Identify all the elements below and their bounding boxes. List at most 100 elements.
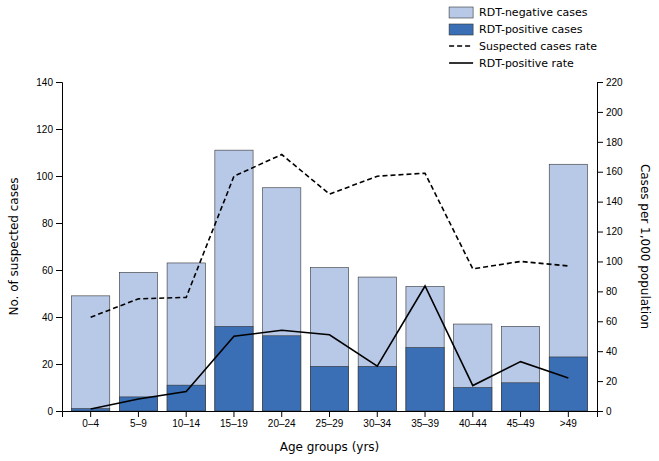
y2-axis: 0 20 40 60 80 100 120 140 160 180 200 220: [597, 77, 623, 417]
x-tick: 25–29: [316, 411, 344, 429]
y-axis-tick-label: 140: [36, 77, 53, 88]
bar: [454, 388, 492, 412]
y-axis-tick: 0: [47, 406, 62, 417]
y-axis-tick-label: 0: [47, 406, 53, 417]
x-tick-label: 20–24: [268, 418, 296, 429]
line: [91, 155, 569, 318]
y2-axis-tick-label: 120: [606, 226, 623, 237]
x-tick-mark: [233, 411, 234, 417]
y2-axis-tick-mark: [597, 291, 603, 292]
bar: [406, 286, 444, 411]
y-axis-tick-label: 80: [42, 218, 54, 229]
bar: [72, 296, 110, 411]
x-tick: 5–9: [130, 411, 147, 429]
y2-axis-tick-label: 200: [606, 107, 623, 118]
plot-area: [72, 150, 588, 411]
y-axis-tick: 100: [36, 171, 62, 182]
legend-swatch: [449, 24, 473, 35]
bar: [215, 326, 253, 411]
y2-axis-tick-mark: [597, 112, 603, 113]
bar: [167, 263, 205, 411]
y2-axis-tick: 120: [597, 226, 623, 237]
bar: [310, 366, 348, 411]
x-tick-mark: [425, 411, 426, 417]
x-tick: 0–4: [82, 411, 99, 429]
legend-item: RDT-positive cases: [449, 23, 583, 36]
bar: [310, 268, 348, 411]
y2-axis-tick-mark: [597, 261, 603, 262]
y-axis-tick-label: 100: [36, 171, 53, 182]
bar: [501, 383, 539, 411]
y2-axis-tick-label: 0: [606, 406, 612, 417]
x-axis: 0–45–910–1415–1920–2425–2930–3435–3940–4…: [63, 411, 598, 429]
legend-swatch: [449, 62, 473, 64]
y2-axis-tick: 60: [597, 316, 618, 327]
bar: [263, 336, 301, 411]
x-tick-mark: [377, 411, 378, 417]
bar: [215, 150, 253, 411]
y-axis-tick-label: 40: [42, 312, 54, 323]
y2-axis-tick: 180: [597, 137, 623, 148]
x-tick-mark: [281, 411, 282, 417]
x-tick: 35–39: [411, 411, 439, 429]
y2-axis-tick-mark: [597, 232, 603, 233]
y2-axis-tick-mark: [597, 82, 603, 83]
y-axis-tick-mark: [56, 270, 62, 271]
x-tick: 20–24: [268, 411, 296, 429]
bar: [119, 272, 157, 411]
y-axis-tick: 20: [42, 359, 62, 370]
y-axis-title: No. of suspected cases: [7, 177, 21, 315]
y2-axis-tick-label: 20: [606, 376, 618, 387]
bar: [263, 188, 301, 411]
y2-axis-tick: 0: [597, 406, 612, 417]
y2-axis-tick-label: 60: [606, 316, 618, 327]
y-axis-tick-mark: [56, 82, 62, 83]
x-tick-label: >49: [560, 418, 577, 429]
x-tick-label: 10–14: [172, 418, 200, 429]
y2-axis-tick: 100: [597, 256, 623, 267]
y-axis-tick-label: 120: [36, 124, 53, 135]
y2-axis-tick: 160: [597, 166, 623, 177]
bar: [358, 366, 396, 411]
legend-label: Suspected cases rate: [479, 40, 597, 53]
y2-axis-tick: 200: [597, 107, 623, 118]
legend-label: RDT-positive cases: [479, 23, 583, 36]
y2-axis-tick-label: 140: [606, 196, 623, 207]
y-axis: 0 20 40 60 80 100 120 140: [36, 77, 62, 417]
bar: [454, 324, 492, 411]
y-axis-tick: 60: [42, 265, 62, 276]
y2-axis-tick-label: 180: [606, 137, 623, 148]
y-axis-tick-mark: [56, 364, 62, 365]
y2-axis-tick: 140: [597, 196, 623, 207]
y2-axis-tick: 20: [597, 376, 618, 387]
x-tick-label: 35–39: [411, 418, 439, 429]
bar: [549, 357, 587, 411]
y2-axis-tick: 80: [597, 286, 618, 297]
y-axis-tick: 80: [42, 218, 62, 229]
x-tick-mark: [186, 411, 187, 417]
y-axis-tick-mark: [56, 129, 62, 130]
axis-line: [63, 412, 598, 418]
y2-axis-tick: 220: [597, 77, 623, 88]
y-axis-tick-mark: [56, 411, 62, 412]
chart-svg: 0–45–910–1415–1920–2425–2930–3435–3940–4…: [0, 0, 659, 461]
x-tick-label: 30–34: [363, 418, 391, 429]
plot-root: 0–45–910–1415–1920–2425–2930–3435–3940–4…: [7, 77, 652, 454]
x-tick-label: 15–19: [220, 418, 248, 429]
x-axis-title: Age groups (yrs): [280, 440, 380, 454]
bar-series: [72, 326, 588, 411]
x-tick: 15–19: [220, 411, 248, 429]
bar: [167, 385, 205, 411]
y2-axis-tick-mark: [597, 142, 603, 143]
x-tick: 45–49: [507, 411, 535, 429]
y2-axis-tick-mark: [597, 202, 603, 203]
legend-item: Suspected cases rate: [449, 40, 597, 53]
x-tick: >49: [560, 411, 577, 429]
y-axis-tick-mark: [56, 176, 62, 177]
x-tick-mark: [329, 411, 330, 417]
y-axis-tick: 140: [36, 77, 62, 88]
legend-item: RDT-negative cases: [449, 6, 588, 19]
x-tick-mark: [90, 411, 91, 417]
y2-axis-tick-label: 40: [606, 346, 618, 357]
line: [91, 286, 569, 409]
